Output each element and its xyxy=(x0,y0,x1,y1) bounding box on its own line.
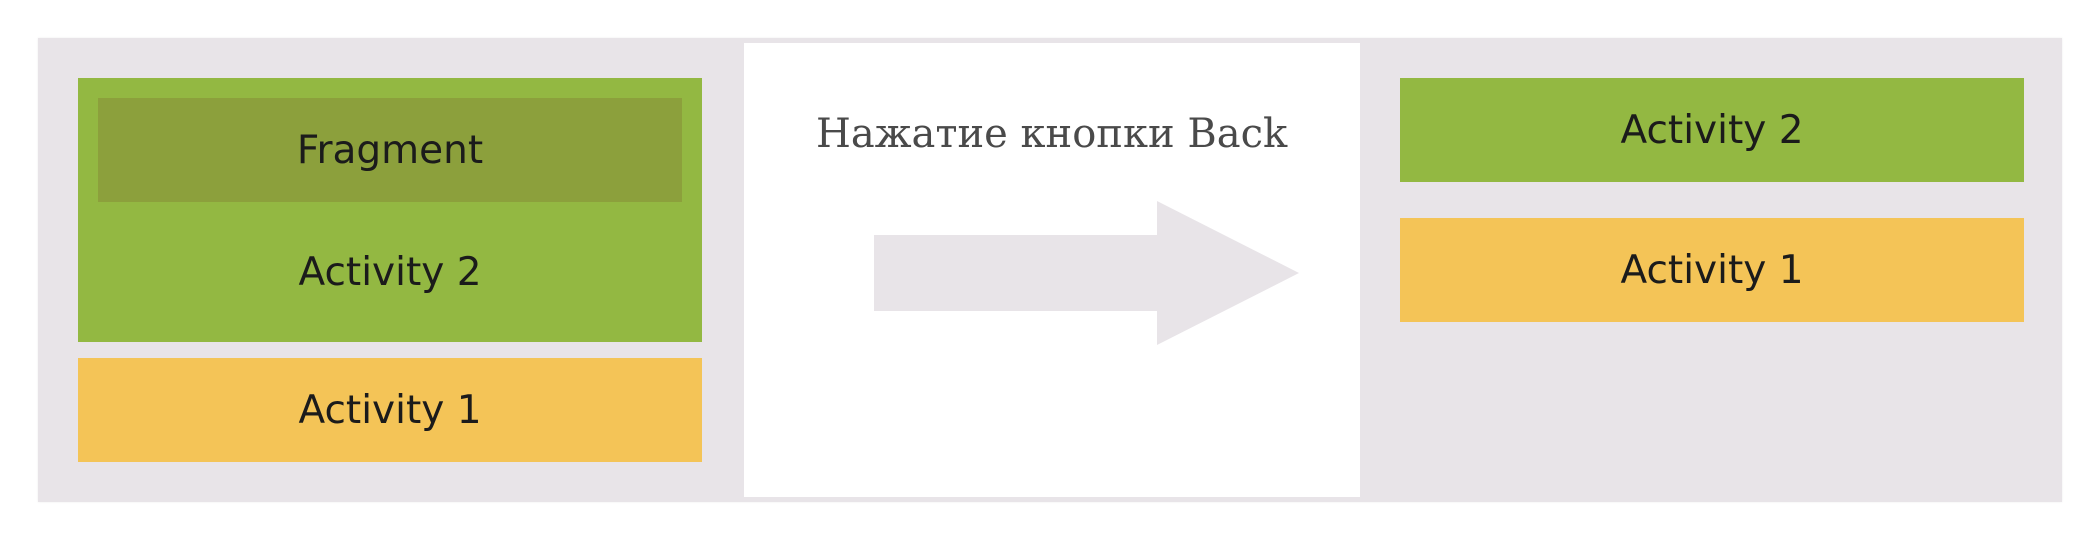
before-activity-1-label: Activity 1 xyxy=(298,387,482,433)
arrow-right-icon xyxy=(874,201,1299,345)
transition-caption: Нажатие кнопки Back xyxy=(816,111,1288,157)
before-activity-2-label-area: Activity 2 xyxy=(78,202,702,342)
before-fragment-box: Fragment xyxy=(98,98,682,202)
after-state-panel: Activity 2 Activity 1 xyxy=(1360,38,2062,502)
transition-panel: Нажатие кнопки Back xyxy=(744,43,1360,497)
diagram-frame: Fragment Activity 2 Activity 1 Нажатие к… xyxy=(38,38,2062,502)
after-activity-1-box: Activity 1 xyxy=(1400,218,2024,322)
after-activity-2-label: Activity 2 xyxy=(1620,107,1804,153)
before-state-panel: Fragment Activity 2 Activity 1 xyxy=(38,38,744,502)
after-activity-1-label: Activity 1 xyxy=(1620,247,1804,293)
before-activity-2-label: Activity 2 xyxy=(298,249,482,295)
before-activity-1-box: Activity 1 xyxy=(78,358,702,462)
before-fragment-label: Fragment xyxy=(296,127,484,173)
after-activity-2-box: Activity 2 xyxy=(1400,78,2024,182)
